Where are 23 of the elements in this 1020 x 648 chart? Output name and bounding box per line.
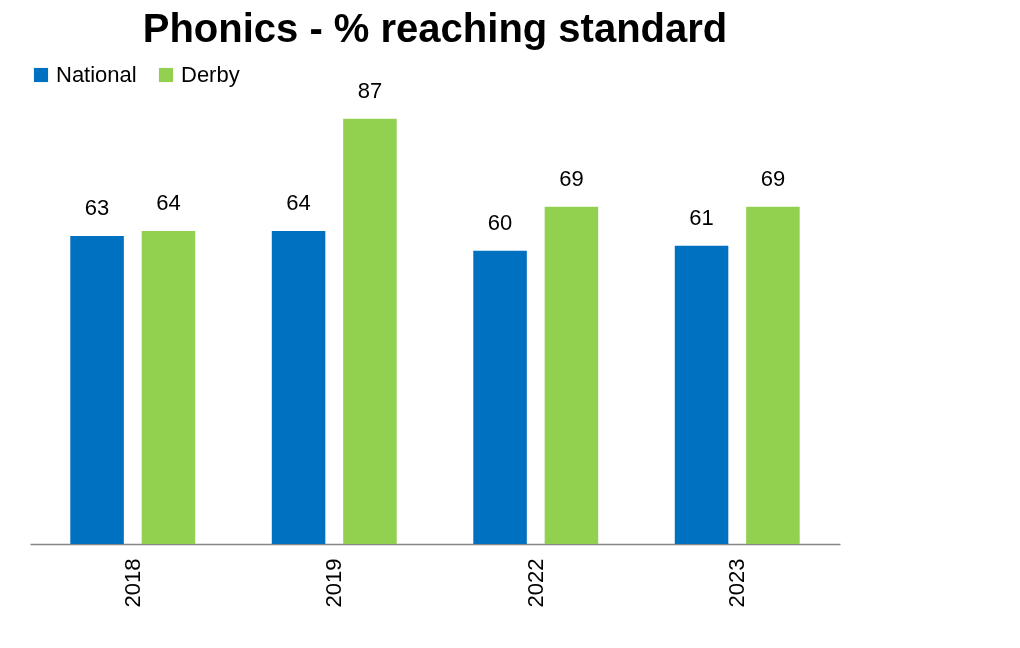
x-tick-label: 2023 xyxy=(724,558,750,608)
chart-title: Phonics - % reaching standard xyxy=(142,6,728,50)
legend-label: National xyxy=(56,62,137,87)
data-label: 61 xyxy=(689,204,714,230)
data-label: 69 xyxy=(760,165,786,191)
data-label: 64 xyxy=(286,190,311,216)
data-label: 69 xyxy=(559,165,584,191)
bar xyxy=(343,118,397,544)
bar xyxy=(141,231,196,544)
bar xyxy=(70,236,124,544)
data-label: 63 xyxy=(84,195,110,220)
legend-label: Derby xyxy=(181,62,240,87)
x-tick-label: 2019 xyxy=(321,558,347,608)
bar xyxy=(544,206,599,544)
data-label: 87 xyxy=(357,77,383,103)
bar xyxy=(271,231,326,544)
data-label: 60 xyxy=(487,209,513,235)
bar xyxy=(674,245,729,544)
data-label: 64 xyxy=(156,190,181,216)
bar xyxy=(746,206,800,544)
bar xyxy=(473,250,527,544)
x-tick-label: 2022 xyxy=(522,558,548,608)
x-tick-label: 2018 xyxy=(119,558,145,608)
